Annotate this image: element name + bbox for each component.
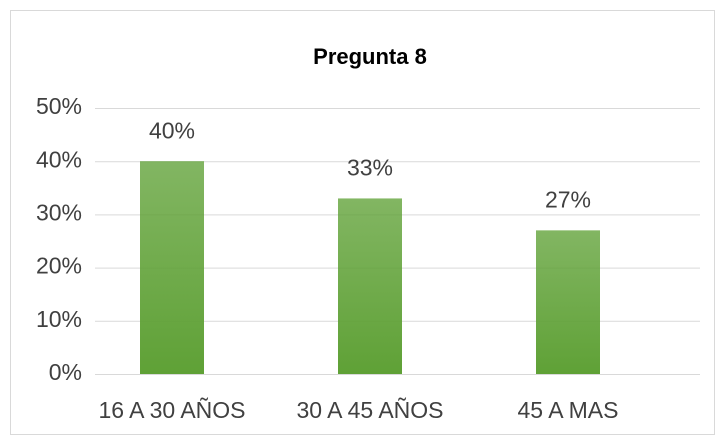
y-tick-label: 0%	[49, 359, 82, 385]
bar	[140, 161, 204, 374]
y-tick-label: 50%	[36, 93, 82, 119]
chart-title: Pregunta 8	[313, 44, 427, 69]
y-tick-label: 30%	[36, 199, 82, 225]
data-label: 33%	[347, 155, 393, 181]
data-label: 40%	[149, 117, 195, 143]
bar	[536, 230, 600, 374]
y-tick-label: 10%	[36, 306, 82, 332]
y-tick-label: 40%	[36, 146, 82, 172]
x-tick-label: 45 A MAS	[517, 397, 618, 423]
x-tick-label: 30 A 45 AÑOS	[296, 397, 443, 423]
x-tick-label: 16 A 30 AÑOS	[98, 397, 245, 423]
data-label: 27%	[545, 186, 591, 212]
y-tick-label: 20%	[36, 253, 82, 279]
bar	[338, 198, 402, 374]
